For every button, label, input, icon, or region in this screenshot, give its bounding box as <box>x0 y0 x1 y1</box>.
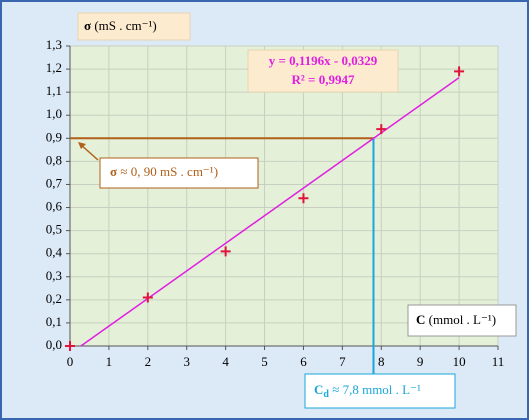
x-tick-label: 9 <box>417 354 424 369</box>
equation: y = 0,1196x - 0,0329 <box>269 53 378 68</box>
reading-x-text: ≈ 7,8 mmol . L⁻¹ <box>329 382 421 397</box>
y-axis-label: σ (mS . cm⁻¹) <box>84 18 157 33</box>
y-symbol: σ <box>84 18 91 33</box>
reading-x-symbol: C <box>314 382 323 397</box>
data-point <box>65 341 75 351</box>
fit-line <box>80 77 460 347</box>
x-tick-label: 0 <box>67 354 74 369</box>
y-tick-label: 0,5 <box>46 222 62 237</box>
y-tick-label: 0,6 <box>46 199 63 214</box>
y-tick-label: 0,7 <box>46 175 63 190</box>
y-tick-label: 0,9 <box>46 129 62 144</box>
reading-x-label: Cd ≈ 7,8 mmol . L⁻¹ <box>314 382 421 400</box>
x-tick-label: 3 <box>183 354 190 369</box>
r-squared: R² = 0,9947 <box>292 72 355 87</box>
y-tick-label: 0,0 <box>46 337 62 352</box>
x-tick-label: 8 <box>378 354 385 369</box>
reading-y-box <box>99 157 259 189</box>
y-tick-label: 1,2 <box>46 60 62 75</box>
x-tick-label: 1 <box>106 354 113 369</box>
y-tick-label: 0,8 <box>46 152 62 167</box>
y-unit: (mS . cm⁻¹) <box>94 18 156 33</box>
y-tick-label: 0,3 <box>46 268 62 283</box>
y-tick-label: 0,4 <box>46 245 63 260</box>
x-tick-label: 4 <box>222 354 229 369</box>
data-point <box>220 246 231 257</box>
x-axis-label: C (mmol . L⁻¹) <box>416 312 496 327</box>
y-tick-label: 1,1 <box>46 83 62 98</box>
x-unit: (mmol . L⁻¹) <box>429 312 496 327</box>
x-tick-label: 7 <box>339 354 346 369</box>
reading-x-box <box>304 373 456 409</box>
xlabel-box <box>407 304 517 337</box>
x-tick-label: 5 <box>261 354 268 369</box>
data-point <box>298 193 309 204</box>
x-symbol: C <box>416 312 425 327</box>
x-tick-label: 6 <box>300 354 307 369</box>
arrow-head <box>78 142 86 149</box>
data-point <box>454 66 465 77</box>
y-tick-label: 1,3 <box>46 37 62 52</box>
x-tick-label: 11 <box>492 354 505 369</box>
y-tick-label: 0,1 <box>46 314 62 329</box>
x-tick-label: 10 <box>453 354 466 369</box>
equation-box <box>247 49 399 93</box>
reading-y-symbol: σ <box>110 164 117 179</box>
reading-y-label: σ ≈ 0, 90 mS . cm⁻¹) <box>110 164 218 179</box>
plot-area <box>70 46 498 346</box>
data-point <box>142 292 153 303</box>
reading-x-sub: d <box>323 389 329 400</box>
ylabel-box <box>77 12 191 41</box>
reading-y-text: ≈ 0, 90 mS . cm⁻¹) <box>120 164 218 179</box>
y-tick-label: 1,0 <box>46 106 62 121</box>
y-tick-label: 0,2 <box>46 291 62 306</box>
data-point <box>376 124 387 135</box>
marks <box>65 66 465 374</box>
x-tick-label: 2 <box>145 354 152 369</box>
